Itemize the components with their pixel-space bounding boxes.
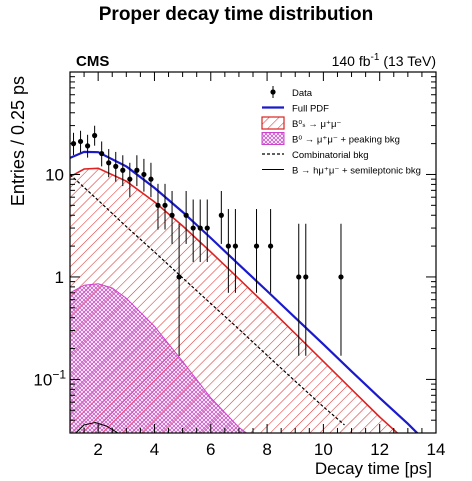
legend-data-marker	[270, 89, 276, 95]
legend-swatch	[261, 116, 285, 130]
legend-swatch	[261, 132, 285, 145]
data-marker	[141, 171, 147, 178]
axis-labels: 2 4 6 8 10 12 14 10 1 10−1 Decay time [ps] Entries …	[8, 52, 445, 478]
data-marker	[77, 138, 84, 145]
data-marker	[204, 225, 210, 231]
luminosity-label: 140 fb-1 (13 TeV)	[332, 52, 436, 69]
data-marker	[253, 243, 260, 249]
data-marker	[338, 274, 344, 280]
data-marker	[296, 274, 302, 280]
data-point	[141, 158, 147, 192]
data-point	[190, 199, 196, 262]
data-point	[218, 190, 224, 244]
data-point	[106, 149, 112, 178]
data-point	[232, 209, 239, 293]
data-point	[77, 130, 84, 153]
x-axis-label: Decay time [ps]	[315, 459, 432, 478]
data-point	[183, 190, 189, 244]
data-point	[204, 199, 210, 262]
legend-label: Full PDF	[292, 104, 329, 115]
y-tick-label: 10	[45, 165, 64, 184]
data-marker	[113, 163, 119, 169]
data-point	[134, 155, 140, 187]
data-points	[70, 125, 344, 356]
x-tick-label: 14	[427, 440, 446, 459]
x-tick-label: 8	[262, 440, 271, 459]
x-tick-label: 4	[150, 440, 159, 459]
data-marker	[197, 225, 203, 231]
data-point	[225, 209, 231, 293]
data-point	[303, 223, 309, 356]
full-pdf-curve	[70, 150, 419, 433]
data-point	[127, 162, 133, 198]
legend-label: Data	[292, 88, 313, 99]
data-marker	[190, 225, 196, 231]
legend-label: Combinatorial bkg	[292, 150, 369, 161]
experiment-label: CMS	[76, 53, 109, 70]
combinatorial-curve	[70, 174, 345, 426]
x-tick-label: 12	[370, 440, 389, 459]
model-curves	[70, 150, 419, 433]
data-marker	[155, 202, 161, 208]
x-tick-label: 6	[206, 440, 215, 459]
data-marker	[303, 274, 309, 280]
data-marker	[183, 212, 189, 218]
data-point	[296, 223, 302, 356]
semileptonic-curve	[75, 421, 119, 433]
data-point	[99, 141, 105, 167]
axis-ticks	[69, 72, 437, 434]
filled-components	[70, 168, 398, 433]
data-point	[92, 125, 98, 146]
b0-hatched-area	[70, 283, 247, 433]
data-point	[162, 183, 168, 230]
data-marker	[232, 243, 239, 249]
data-marker	[134, 167, 140, 173]
data-point	[176, 223, 182, 356]
legend-entry-semi: B → hμ⁺μ⁻ + semileptonic bkg	[262, 166, 421, 177]
data-marker	[106, 160, 112, 166]
data-marker	[176, 274, 182, 280]
data-marker	[84, 143, 91, 149]
y-axis-label: Entries / 0.25 ps	[8, 76, 28, 206]
b0-curve	[70, 283, 248, 433]
legend-entry-data: Data	[270, 86, 313, 99]
x-tick-label: 2	[93, 440, 102, 459]
data-marker	[148, 176, 154, 182]
data-point	[253, 209, 260, 293]
legend-entry-b0: B⁰ → μ⁺μ⁻ + peaking bkg	[261, 132, 400, 146]
y-tick-label: 10−1	[33, 367, 66, 389]
data-marker	[267, 243, 274, 249]
data-point	[155, 183, 161, 230]
data-marker	[169, 212, 175, 218]
legend-label: B → hμ⁺μ⁻ + semileptonic bkg	[292, 166, 421, 177]
data-marker	[120, 167, 126, 173]
data-marker	[92, 132, 98, 139]
x-tick-label: 10	[314, 440, 333, 459]
legend-label: B⁰ₛ → μ⁺μ⁻	[292, 119, 341, 130]
legend-label: B⁰ → μ⁺μ⁻ + peaking bkg	[292, 135, 400, 146]
data-point	[197, 199, 203, 262]
legend-entry-comb: Combinatorial bkg	[262, 150, 369, 161]
data-marker	[225, 243, 231, 249]
bs-curve	[70, 167, 399, 433]
y-tick-label: 1	[55, 268, 64, 287]
data-marker	[162, 202, 168, 208]
data-marker	[127, 176, 133, 182]
data-point	[338, 223, 344, 356]
legend: Data Full PDF B⁰ₛ → μ⁺μ⁻ B⁰ → μ⁺μ⁻ + peakin…	[261, 86, 421, 177]
data-point	[113, 151, 119, 182]
legend-entry-bs: B⁰ₛ → μ⁺μ⁻	[261, 116, 341, 130]
data-point	[120, 155, 126, 187]
data-marker	[99, 150, 105, 157]
data-point	[84, 134, 91, 158]
chart-title: Proper decay time distribution	[98, 4, 374, 25]
legend-entry-full: Full PDF	[262, 104, 329, 115]
data-point	[148, 162, 154, 198]
data-point	[169, 190, 175, 244]
data-marker	[218, 212, 224, 218]
data-point	[267, 209, 274, 293]
